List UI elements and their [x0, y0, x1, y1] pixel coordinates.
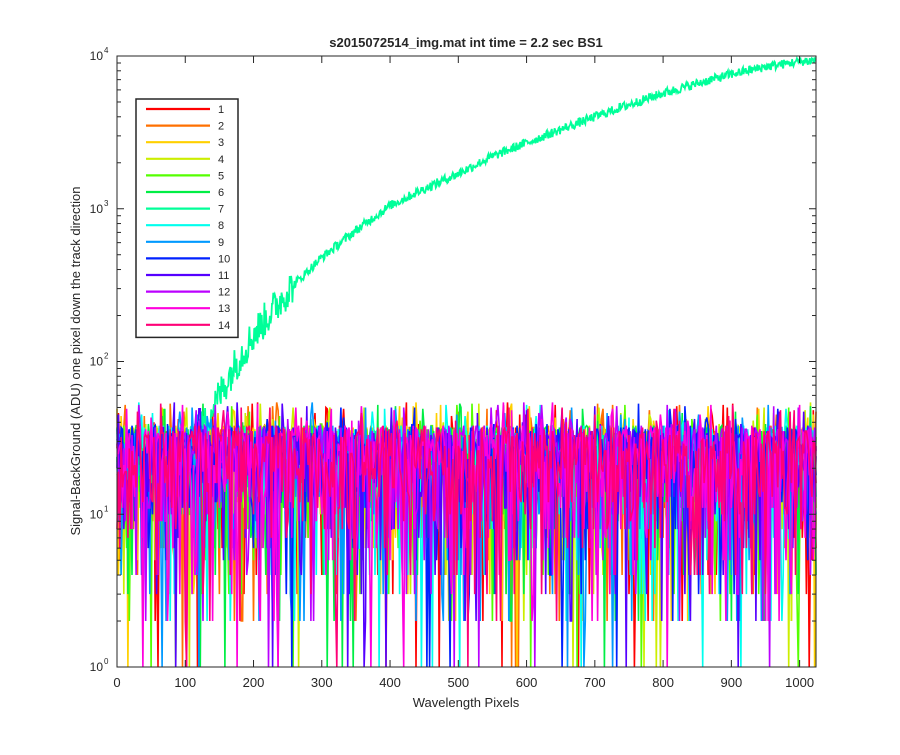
x-tick-label: 1000 [785, 675, 814, 690]
y-tick-label: 10 [90, 660, 104, 674]
legend-label-8: 8 [218, 220, 224, 232]
x-tick-label: 800 [652, 675, 674, 690]
legend-label-4: 4 [218, 154, 224, 166]
y-tick-exponent: 4 [104, 46, 109, 55]
series-layer [116, 55, 817, 668]
x-tick-label: 100 [174, 675, 196, 690]
legend-label-13: 13 [218, 303, 230, 315]
y-tick-exponent: 3 [104, 199, 109, 208]
legend-label-14: 14 [218, 320, 230, 332]
y-tick-label: 10 [90, 202, 104, 216]
x-tick-label: 900 [721, 675, 743, 690]
chart-title: s2015072514_img.mat int time = 2.2 sec B… [329, 35, 603, 50]
x-tick-label: 300 [311, 675, 333, 690]
series-line-7 [116, 55, 817, 483]
legend-label-10: 10 [218, 253, 230, 265]
legend-label-5: 5 [218, 170, 224, 182]
x-tick-label: 200 [243, 675, 265, 690]
series-line-14 [116, 403, 817, 668]
legend-label-12: 12 [218, 287, 230, 299]
legend-label-6: 6 [218, 187, 224, 199]
x-axis: 0 100 200 300 400 500 600 700 800 900 1000 [113, 56, 814, 690]
legend-label-7: 7 [218, 204, 224, 216]
x-tick-label: 400 [379, 675, 401, 690]
legend-label-11: 11 [218, 270, 229, 282]
x-tick-label: 0 [113, 675, 120, 690]
x-axis-label: Wavelength Pixels [413, 695, 520, 710]
x-tick-label: 700 [584, 675, 606, 690]
y-tick-exponent: 0 [104, 657, 109, 666]
y-axis-label: Signal-BackGround (ADU) one pixel down t… [68, 186, 83, 535]
x-tick-label: 600 [516, 675, 538, 690]
y-tick-label: 10 [90, 355, 104, 369]
y-tick-label: 10 [90, 507, 104, 521]
legend-label-1: 1 [218, 104, 224, 116]
y-tick-exponent: 2 [104, 352, 109, 361]
y-tick-label: 10 [90, 49, 104, 63]
legend-label-3: 3 [218, 137, 224, 149]
x-tick-label: 500 [447, 675, 469, 690]
legend-box [135, 98, 239, 339]
y-tick-exponent: 1 [104, 504, 109, 513]
legend-label-2: 2 [218, 121, 224, 133]
legend-label-9: 9 [218, 237, 224, 249]
